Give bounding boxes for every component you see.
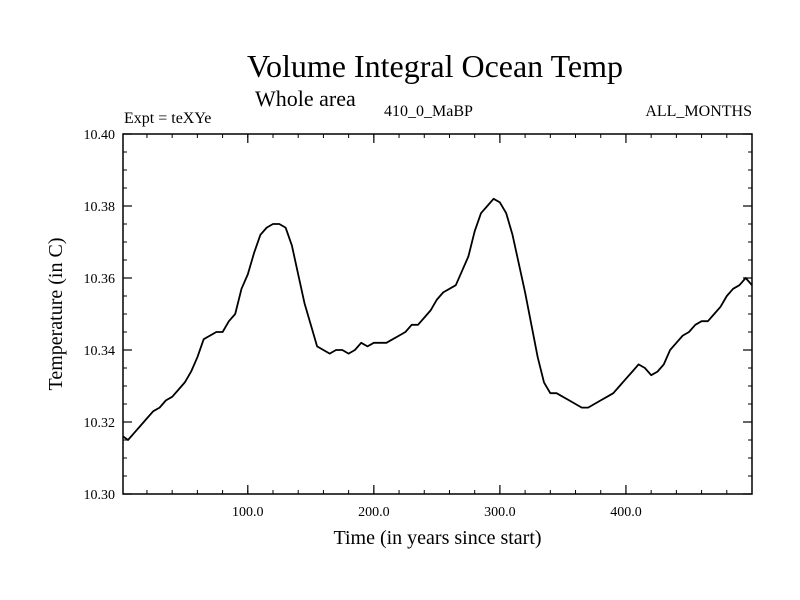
months-label: ALL_MONTHS bbox=[645, 103, 752, 120]
chart-subtitle: Whole area bbox=[255, 86, 356, 111]
y-axis-title: Temperature (in C) bbox=[45, 238, 67, 391]
chart-title: Volume Integral Ocean Temp bbox=[246, 48, 623, 84]
x-axis-title: Time (in years since start) bbox=[333, 527, 541, 549]
x-tick-label: 200.0 bbox=[358, 505, 390, 520]
y-tick-label: 10.36 bbox=[84, 272, 116, 287]
y-tick-label: 10.32 bbox=[84, 416, 116, 431]
x-tick-label: 300.0 bbox=[484, 505, 516, 520]
x-tick-label: 100.0 bbox=[232, 505, 264, 520]
y-tick-label: 10.40 bbox=[84, 128, 116, 143]
y-tick-label: 10.38 bbox=[84, 200, 116, 215]
y-tick-label: 10.34 bbox=[84, 344, 116, 359]
plot-frame bbox=[122, 133, 753, 495]
y-tick-label: 10.30 bbox=[84, 488, 116, 503]
series-layer bbox=[122, 197, 753, 441]
x-tick-label: 400.0 bbox=[610, 505, 642, 520]
experiment-label: Expt = teXYe bbox=[124, 110, 212, 127]
series-line bbox=[122, 197, 753, 441]
run-label: 410_0_MaBP bbox=[384, 103, 473, 120]
